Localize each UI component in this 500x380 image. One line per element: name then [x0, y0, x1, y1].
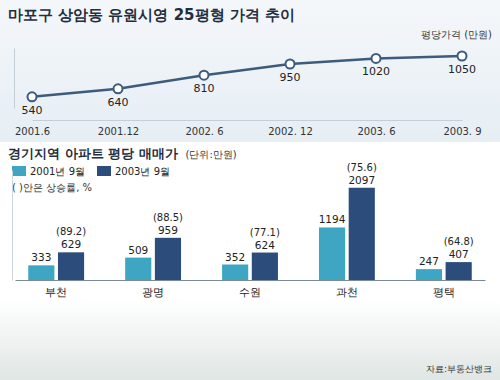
legend-label: 2003년 9월: [115, 166, 170, 177]
y-axis-label: 평당가격 (만원): [421, 29, 492, 40]
data-label: 2097: [348, 174, 375, 186]
annotation: (75.6): [347, 162, 377, 173]
source: 자료:부동산뱅크: [426, 364, 492, 374]
data-labels: 333 509 352 1194 247 629 959 624 2097 407 (89.2) (8…: [31, 162, 473, 267]
y-axis: [12, 171, 13, 281]
data-label: 352: [225, 251, 245, 263]
price-line: [32, 56, 462, 97]
x-axis-line: [33, 120, 463, 121]
y-axis-line: [14, 49, 15, 109]
x-tick-label: 2001.6: [15, 126, 50, 137]
x-tick-label: 2002. 12: [268, 126, 313, 137]
background-top: [0, 0, 500, 142]
bar: [222, 265, 248, 280]
legend-swatch: [97, 166, 111, 176]
data-label: 950: [280, 71, 301, 84]
price-marker: [286, 60, 295, 69]
note: ( )안은 상승률, %: [12, 182, 92, 193]
data-label: 624: [255, 239, 275, 251]
chart-title: 경기지역 아파트 평당 매매가: [8, 146, 178, 161]
legend: 2001년 9월 2003년 9월: [12, 166, 170, 177]
price-marker: [200, 71, 209, 80]
x-tick-label: 2001.12: [98, 126, 139, 137]
bar: [28, 265, 54, 280]
legend-label: 2001년 9월: [30, 166, 85, 177]
price-marker: [458, 52, 467, 61]
data-label: 333: [31, 251, 51, 263]
data-label: 810: [194, 82, 215, 95]
x-tick: 부천: [45, 280, 67, 299]
bar: [319, 227, 345, 280]
price-marker: [28, 92, 37, 101]
annotation: (64.8): [444, 236, 474, 247]
data-labels: 540 640 810 950 1020 1050: [22, 63, 477, 117]
bar: [125, 258, 151, 280]
x-tick-label: 평택: [433, 286, 455, 299]
y-axis-line: [12, 171, 13, 281]
x-tick: 2001.6: [15, 120, 50, 137]
price-marker: [114, 84, 123, 93]
chart-title: 마포구 상암동 유원시영 25평형 가격 추이: [8, 6, 295, 24]
bar: [416, 269, 442, 280]
x-tick: 2002. 6: [185, 120, 223, 137]
x-tick: 광명: [142, 280, 164, 299]
x-tick-label: 부천: [45, 286, 67, 299]
bar: [446, 262, 472, 280]
x-tick-label: 수원: [239, 286, 261, 299]
plot-area: [28, 52, 467, 102]
x-tick: 2001.12: [98, 120, 139, 137]
legend-item: 2003년 9월: [97, 166, 170, 177]
plot-area: [28, 188, 471, 280]
x-axis: 부천 광명 수원 과천 평택: [16, 280, 486, 299]
x-tick-label: 2002. 6: [185, 126, 223, 137]
x-tick-label: 광명: [142, 286, 164, 299]
x-tick-label: 2003. 9: [443, 126, 481, 137]
legend-item: 2001년 9월: [12, 166, 85, 177]
data-label: 407: [449, 248, 469, 260]
x-axis-line: [16, 280, 486, 281]
x-tick: 평택: [433, 280, 455, 299]
legend-swatch: [12, 166, 26, 176]
annotation: (77.1): [250, 227, 280, 238]
bar: [349, 188, 375, 280]
x-tick: 수원: [239, 280, 261, 299]
x-tick: 2003. 6: [357, 120, 395, 137]
data-label: 629: [61, 238, 81, 250]
data-label: 640: [108, 96, 129, 109]
data-label: 540: [22, 104, 43, 117]
chart-subtitle: (단위:만원): [186, 149, 237, 160]
x-axis: 2001.6 2001.12 2002. 6 2002. 12 2003. 6 2003.…: [15, 120, 482, 137]
data-label: 1050: [448, 63, 476, 76]
x-tick-label: 2003. 6: [357, 126, 395, 137]
data-label: 1194: [319, 213, 346, 225]
chart-svg: 마포구 상암동 유원시영 25평형 가격 추이평당가격 (만원)2001.620…: [0, 0, 500, 380]
x-tick-label: 과천: [336, 286, 358, 299]
price-marker: [372, 54, 381, 63]
data-label: 1020: [362, 65, 390, 78]
annotation: (89.2): [56, 226, 86, 237]
bar: [155, 238, 181, 280]
y-axis: [14, 49, 15, 109]
x-tick: 2002. 12: [268, 120, 313, 137]
x-tick: 2003. 9: [443, 120, 481, 137]
data-label: 959: [158, 224, 178, 236]
background-bottom: [0, 300, 500, 380]
bar: [58, 252, 84, 280]
x-tick: 과천: [336, 280, 358, 299]
bar: [252, 253, 278, 280]
data-label: 509: [128, 244, 148, 256]
annotation: (88.5): [153, 212, 183, 223]
data-label: 247: [419, 255, 439, 267]
